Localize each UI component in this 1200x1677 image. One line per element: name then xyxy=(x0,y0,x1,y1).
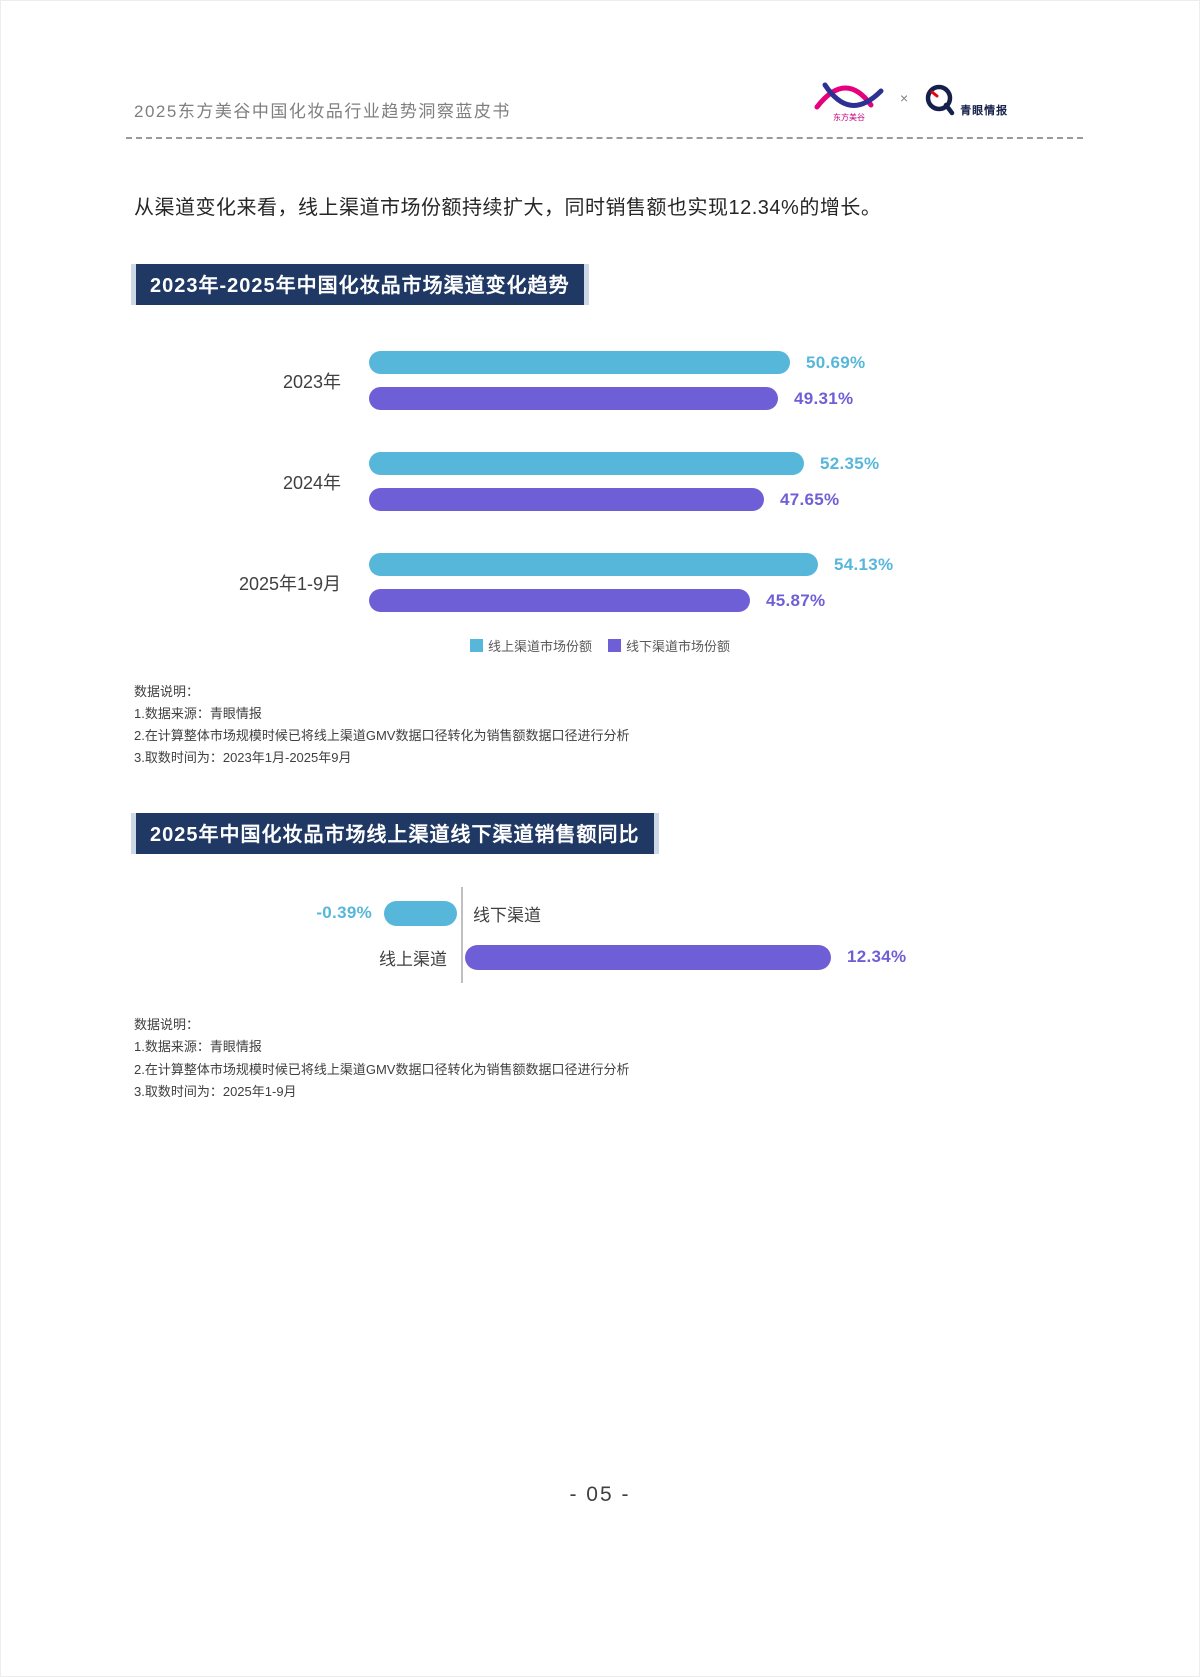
chart-bar xyxy=(369,553,818,576)
note-line: 数据说明： xyxy=(134,684,200,699)
category-label: 2025年1-9月 xyxy=(238,573,341,594)
chart1-notes: 数据说明： 1.数据来源：青眼情报 2.在计算整体市场规模时候已将线上渠道GMV数据… xyxy=(134,681,1199,769)
header-divider xyxy=(126,137,1083,139)
chart-bar xyxy=(369,452,804,475)
category-bars: 52.35% 47.65% xyxy=(369,452,879,511)
note-line: 3.取数时间为：2023年1月-2025年9月 xyxy=(134,750,352,766)
chart2-right-zone: 线下渠道 xyxy=(461,901,1068,926)
intro-text: 从渠道变化来看，线上渠道市场份额持续扩大，同时销售额也实现12.34%的增长。 xyxy=(134,197,882,219)
note-line: 1.数据来源：青眼情报 xyxy=(134,1039,262,1055)
legend-label: 线上渠道市场份额 xyxy=(487,639,592,654)
offline-share-bar-row: 45.87% xyxy=(369,589,893,612)
legend-item: 线上渠道市场份额 xyxy=(469,636,592,655)
page-number: - 05 - xyxy=(569,1483,631,1506)
note-line: 3.取数时间为：2025年1-9月 xyxy=(134,1083,297,1099)
chart2-baseline-axis xyxy=(461,887,463,984)
bar-value-label: -0.39% xyxy=(316,903,372,923)
chart2-left-zone: 线上渠道 xyxy=(134,945,461,970)
qingyan-logo-label: 青眼情报 xyxy=(960,105,1009,117)
online-share-bar-row: 50.69% xyxy=(369,351,865,374)
note-line: 2.在计算整体市场规模时候已将线上渠道GMV数据口径转化为销售额数据口径进行分析 xyxy=(134,1061,630,1077)
chart2-title: 2025年中国化妆品市场线上渠道线下渠道销售额同比 xyxy=(131,813,659,855)
page-content: 从渠道变化来看，线上渠道市场份额持续扩大，同时销售额也实现12.34%的增长。 … xyxy=(1,151,1199,1103)
category-label: 线下渠道 xyxy=(473,905,541,925)
header-logos: 东方美谷 × 青眼情报 xyxy=(809,79,1008,123)
legend-swatch xyxy=(608,639,621,652)
oriental-beauty-valley-logo-icon: 东方美谷 xyxy=(814,82,884,122)
chart-bar xyxy=(369,589,750,612)
chart1-title: 2023年-2025年中国化妆品市场渠道变化趋势 xyxy=(131,264,589,305)
qingyan-logo-icon xyxy=(925,84,955,116)
chart2-row: 线上渠道 12.34% xyxy=(134,944,1068,970)
obv-logo-caption: 东方美谷 xyxy=(833,112,865,122)
chart1-category-group: 2025年1-9月 54.13% 45.87% xyxy=(134,553,1199,612)
offline-share-bar-row: 49.31% xyxy=(369,387,865,410)
legend-label: 线下渠道市场份额 xyxy=(626,639,731,654)
legend-swatch xyxy=(469,639,483,652)
chart2-diverging-bar-chart: -0.39% 线下渠道线上渠道 12.34% xyxy=(134,887,1068,984)
chart1-category-group: 2023年 50.69% 49.31% xyxy=(134,351,1199,410)
chart-bar xyxy=(369,387,778,410)
chart-bar xyxy=(369,351,790,374)
online-share-bar-row: 54.13% xyxy=(369,553,893,576)
note-line: 1.数据来源：青眼情报 xyxy=(134,706,262,722)
category-bars: 50.69% 49.31% xyxy=(369,351,865,410)
bar-value-label: 52.35% xyxy=(820,453,880,473)
chart1-category-group: 2024年 52.35% 47.65% xyxy=(134,452,1199,511)
category-label: 2024年 xyxy=(282,472,341,493)
bar-value-label: 50.69% xyxy=(806,352,866,372)
note-line: 2.在计算整体市场规模时候已将线上渠道GMV数据口径转化为销售额数据口径进行分析 xyxy=(134,728,630,744)
chart-bar xyxy=(369,488,764,511)
note-line: 数据说明： xyxy=(134,1017,200,1033)
chart2-notes: 数据说明： 1.数据来源：青眼情报 2.在计算整体市场规模时候已将线上渠道GMV数据… xyxy=(134,1014,1199,1102)
bar-value-label: 54.13% xyxy=(834,554,894,574)
chart1-grouped-bar-chart: 2023年 50.69% 49.31% 2024年 52.35% 47.65% 2025年1… xyxy=(134,351,1199,612)
category-bars: 54.13% 45.87% xyxy=(369,553,893,612)
offline-share-bar-row: 47.65% xyxy=(369,488,879,511)
online-share-bar-row: 52.35% xyxy=(369,452,879,475)
legend-item: 线下渠道市场份额 xyxy=(608,636,730,655)
bar-value-label: 45.87% xyxy=(766,590,826,610)
bar-value-label: 12.34% xyxy=(847,947,907,967)
chart-bar xyxy=(384,900,457,926)
chart1-legend: 线上渠道市场份额 线下渠道市场份额 xyxy=(134,636,1066,655)
category-label: 2023年 xyxy=(282,371,341,392)
bar-value-label: 47.65% xyxy=(780,489,840,509)
chart2-left-zone: -0.39% xyxy=(134,900,461,926)
chart-bar xyxy=(465,944,831,970)
bar-value-label: 49.31% xyxy=(794,388,854,408)
chart2-right-zone: 12.34% xyxy=(461,944,1068,970)
logo-separator: × xyxy=(900,90,909,106)
report-title: 2025东方美谷中国化妆品行业趋势洞察蓝皮书 xyxy=(134,102,511,121)
category-label: 线上渠道 xyxy=(379,949,447,969)
qingyan-logo: 青眼情报 xyxy=(921,82,1008,120)
chart2-row: -0.39% 线下渠道 xyxy=(134,900,1068,926)
